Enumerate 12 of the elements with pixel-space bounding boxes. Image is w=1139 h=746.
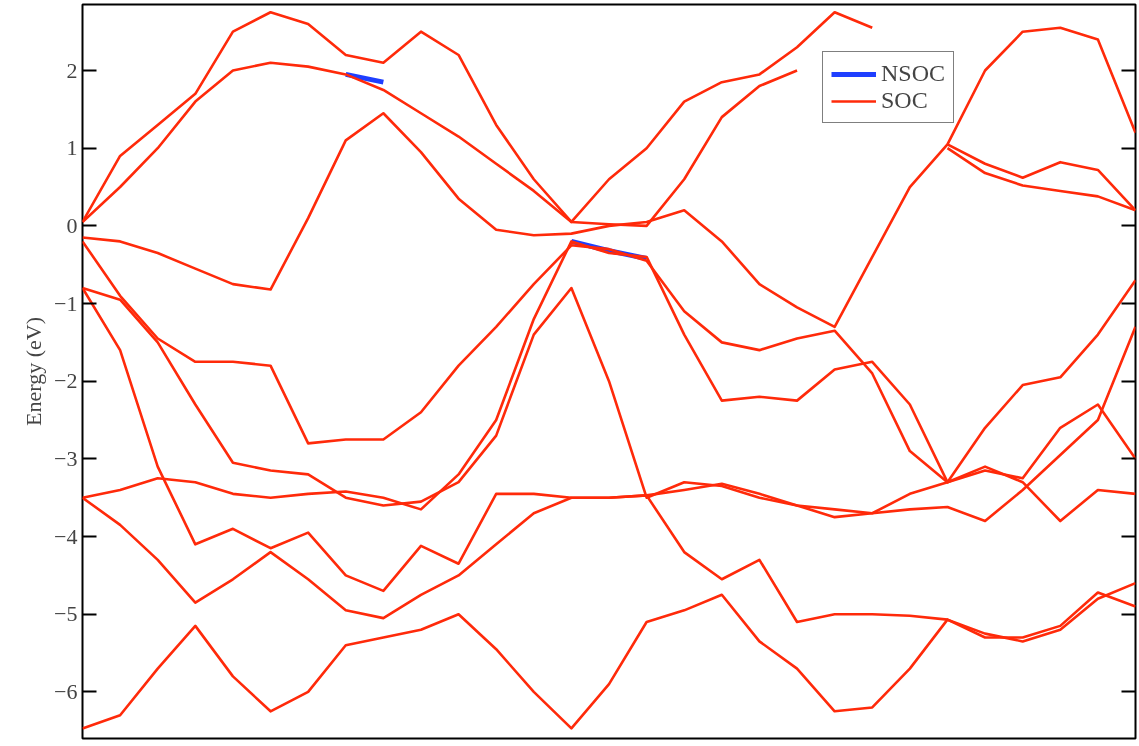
- y-tick-label: −4: [54, 523, 78, 549]
- y-tick-label: −6: [54, 678, 78, 704]
- legend-label: SOC: [881, 87, 928, 114]
- y-axis-title: Energy (eV): [21, 317, 47, 426]
- y-tick-label: −5: [54, 601, 78, 627]
- y-tick-label: 2: [66, 57, 78, 83]
- y-tick-label: −3: [54, 445, 78, 471]
- legend-label: NSOC: [881, 60, 946, 87]
- y-tick-label: 0: [66, 212, 78, 238]
- y-tick-label: 1: [66, 135, 78, 161]
- y-tick-label: −1: [54, 290, 78, 316]
- y-tick-label: −2: [54, 368, 78, 394]
